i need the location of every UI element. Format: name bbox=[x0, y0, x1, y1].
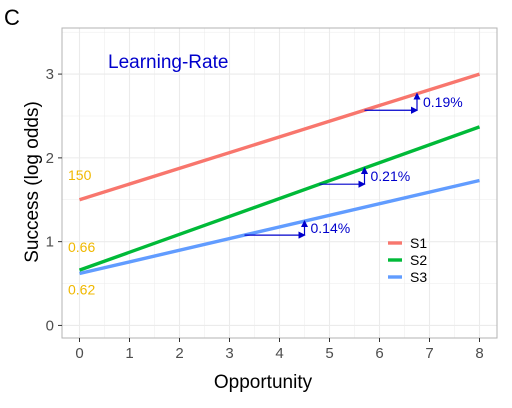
series-line-s1 bbox=[78, 72, 481, 202]
x-tick-label: 4 bbox=[275, 345, 283, 362]
legend-label-s2: S2 bbox=[410, 252, 427, 268]
slope-annotations: 0.19% 0.21% 0.14% bbox=[244, 92, 463, 239]
x-axis-title: Opportunity bbox=[214, 372, 313, 393]
y-tick-label: 2 bbox=[46, 150, 54, 167]
series-lines bbox=[78, 72, 481, 276]
intercept-labels: 150 0.66 0.62 bbox=[68, 167, 95, 298]
chart-title: Learning-Rate bbox=[108, 52, 228, 73]
intercept-label: 150 bbox=[68, 167, 92, 183]
x-tick-label: 8 bbox=[475, 345, 483, 362]
x-tick-label: 7 bbox=[425, 345, 433, 362]
x-tick-label: 0 bbox=[75, 345, 83, 362]
series-line-s3 bbox=[79, 178, 480, 276]
x-tick-label: 5 bbox=[325, 345, 333, 362]
slope-label-s3: 0.14% bbox=[311, 220, 351, 236]
y-axis-title: Success (log odds) bbox=[22, 101, 43, 263]
series-line-s2 bbox=[78, 125, 481, 272]
x-tick-label: 3 bbox=[225, 345, 233, 362]
legend-label-s3: S3 bbox=[410, 269, 427, 285]
x-tick-label: 2 bbox=[175, 345, 183, 362]
y-tick-label: 1 bbox=[46, 234, 54, 251]
axis-ticks: 0 1 2 3 4 5 6 7 8 0 1 2 3 bbox=[46, 66, 484, 362]
slope-label-s1: 0.19% bbox=[423, 94, 463, 110]
x-tick-label: 1 bbox=[125, 345, 133, 362]
grid bbox=[62, 28, 497, 338]
x-tick-label: 6 bbox=[375, 345, 383, 362]
slope-label-s2: 0.21% bbox=[371, 168, 411, 184]
panel-letter: C bbox=[4, 5, 20, 30]
legend-label-s1: S1 bbox=[410, 235, 427, 251]
y-tick-label: 3 bbox=[46, 66, 54, 83]
intercept-label: 0.62 bbox=[68, 281, 95, 297]
intercept-label: 0.66 bbox=[68, 239, 95, 255]
y-tick-label: 0 bbox=[46, 317, 54, 334]
